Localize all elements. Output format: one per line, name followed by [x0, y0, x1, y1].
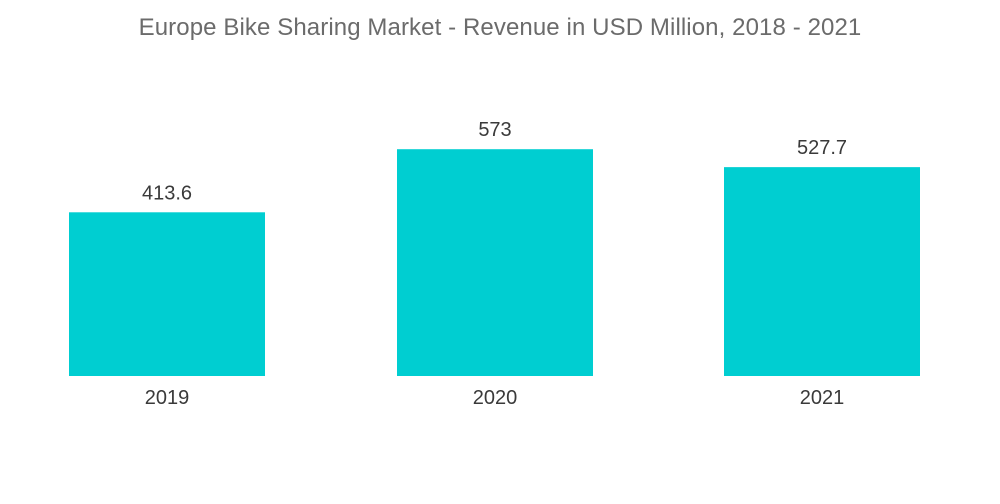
data-label-2019: 413.6 [142, 182, 192, 204]
bar-2020 [397, 149, 593, 376]
bar-2019 [69, 212, 265, 376]
value-labels-layer: 413.6 573 527.7 [142, 119, 847, 204]
x-tick-labels-layer: 2019 2020 2021 [145, 387, 845, 409]
x-tick-label-2019: 2019 [145, 387, 190, 409]
data-label-2020: 573 [478, 119, 511, 141]
bar-2021 [724, 167, 920, 376]
bars-layer [69, 149, 920, 376]
data-label-2021: 527.7 [797, 137, 847, 159]
x-tick-label-2021: 2021 [800, 387, 845, 409]
x-tick-label-2020: 2020 [473, 387, 518, 409]
chart-title: Europe Bike Sharing Market - Revenue in … [138, 14, 862, 41]
